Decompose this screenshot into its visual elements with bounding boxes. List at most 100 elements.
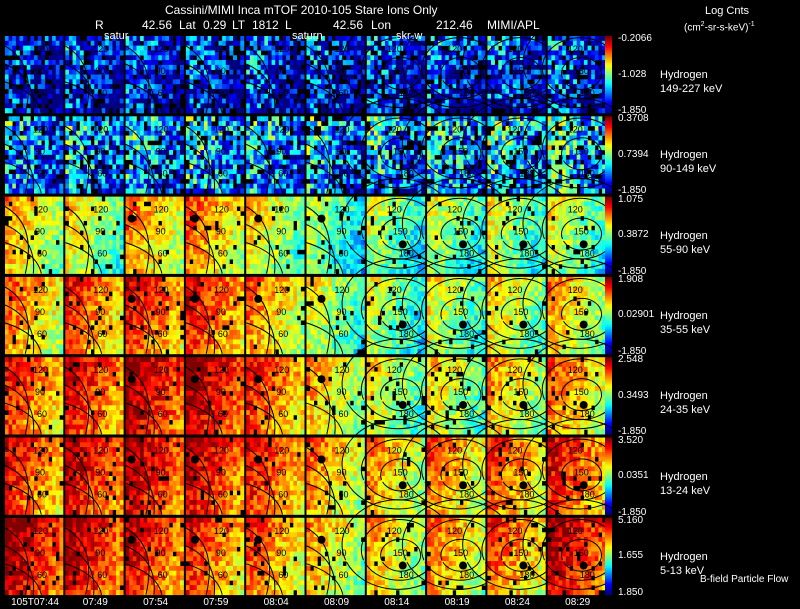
heatmap-cell <box>116 154 120 160</box>
heatmap-cell <box>52 64 57 70</box>
heatmap-cell <box>562 108 567 114</box>
heatmap-cell <box>487 174 492 180</box>
heatmap-cell <box>275 140 280 146</box>
heatmap-cell <box>68 183 73 189</box>
heatmap-cell <box>541 60 546 66</box>
heatmap-cell <box>293 64 298 70</box>
heatmap-cell <box>494 145 499 151</box>
heatmap-cell <box>463 79 468 85</box>
heatmap-cell <box>65 40 70 46</box>
heatmap-cell <box>441 74 446 80</box>
heatmap-cell <box>105 103 110 109</box>
heatmap-cell <box>286 69 290 75</box>
heatmap-cell <box>176 169 181 175</box>
heatmap-cell <box>353 125 358 132</box>
heatmap-cell <box>377 84 382 90</box>
heatmap-cell <box>377 74 382 80</box>
heatmap-cell <box>587 88 592 95</box>
heatmap-cell <box>59 69 64 75</box>
heatmap-cell <box>306 149 311 156</box>
heatmap-cell <box>76 206 81 212</box>
heatmap-cell <box>8 164 13 170</box>
heatmap-cell <box>374 154 378 160</box>
heatmap-cell <box>119 196 124 202</box>
heatmap-cell <box>52 183 57 189</box>
heatmap-cell <box>477 36 482 42</box>
heatmap-cell <box>236 178 241 184</box>
heatmap-cell <box>554 174 559 180</box>
heatmap-cell <box>591 40 596 46</box>
heatmap-cell <box>207 125 212 132</box>
heatmap-cell <box>313 64 318 70</box>
heatmap-cell <box>249 36 254 42</box>
heatmap-cell <box>233 79 237 85</box>
heatmap-cell <box>87 188 91 194</box>
heatmap-cell <box>94 263 99 270</box>
heatmap-cell <box>207 108 212 114</box>
heatmap-cell <box>558 130 563 136</box>
heatmap-cell <box>12 263 17 270</box>
heatmap-cell <box>360 88 365 95</box>
heatmap-cell <box>200 130 205 136</box>
heatmap-cell <box>34 130 38 136</box>
heatmap-cell <box>8 259 13 265</box>
heatmap-cell <box>267 74 272 80</box>
heatmap-cell <box>119 259 124 265</box>
heatmap-cell <box>105 140 110 146</box>
heatmap-cell <box>65 64 70 70</box>
heatmap-cell <box>501 36 506 42</box>
heatmap-cell <box>125 183 130 189</box>
heatmap-cell <box>34 40 38 46</box>
heatmap-cell <box>101 69 106 75</box>
heatmap-cell <box>565 108 570 114</box>
heatmap-cell <box>207 149 212 156</box>
colorbar-segment <box>605 45 612 48</box>
heatmap-cell <box>15 36 20 42</box>
heatmap-cell <box>176 45 181 51</box>
heatmap-cell <box>331 145 336 151</box>
heatmap-cell <box>293 169 298 175</box>
colorbar-segment <box>605 101 612 104</box>
heatmap-cell <box>300 188 305 194</box>
heatmap-cell <box>204 130 208 136</box>
heatmap-cell <box>37 55 42 61</box>
heatmap-cell <box>8 116 13 122</box>
heatmap-cell <box>225 45 230 51</box>
heatmap-cell <box>233 145 237 151</box>
heatmap-cell <box>296 159 301 165</box>
heatmap-cell <box>366 36 371 42</box>
heatmap-cell <box>580 116 585 122</box>
heatmap-cell <box>246 154 251 160</box>
heatmap-cell <box>90 235 95 241</box>
heatmap-cell <box>150 108 155 114</box>
heatmap-cell <box>34 93 38 99</box>
heatmap-cell <box>150 40 155 46</box>
heatmap-cell <box>569 93 574 99</box>
heatmap-cell <box>427 55 432 61</box>
heatmap-cell <box>427 188 432 194</box>
heatmap-cell <box>569 40 574 46</box>
heatmap-cell <box>196 40 201 46</box>
heatmap-cell <box>576 108 581 114</box>
heatmap-cell <box>264 55 269 61</box>
heatmap-cell <box>55 178 60 184</box>
heatmap-cell <box>547 174 552 180</box>
heatmap-cell <box>466 93 471 99</box>
heatmap-cell <box>233 121 237 127</box>
heatmap-cell <box>172 55 177 61</box>
heatmap-cell <box>222 178 227 184</box>
heatmap-cell <box>505 79 510 85</box>
heatmap-cell <box>52 121 57 127</box>
heatmap-cell <box>562 169 567 175</box>
heatmap-cell <box>161 108 166 114</box>
heatmap-cell <box>15 93 20 99</box>
heatmap-cell <box>101 103 106 109</box>
heatmap-cell <box>19 79 24 85</box>
heatmap-cell <box>112 69 117 75</box>
heatmap-cell <box>229 50 234 56</box>
heatmap-cell <box>41 259 46 265</box>
heatmap-cell <box>83 140 88 146</box>
heatmap-cell <box>324 174 329 180</box>
heatmap-cell <box>87 121 91 127</box>
heatmap-cell <box>357 64 362 70</box>
